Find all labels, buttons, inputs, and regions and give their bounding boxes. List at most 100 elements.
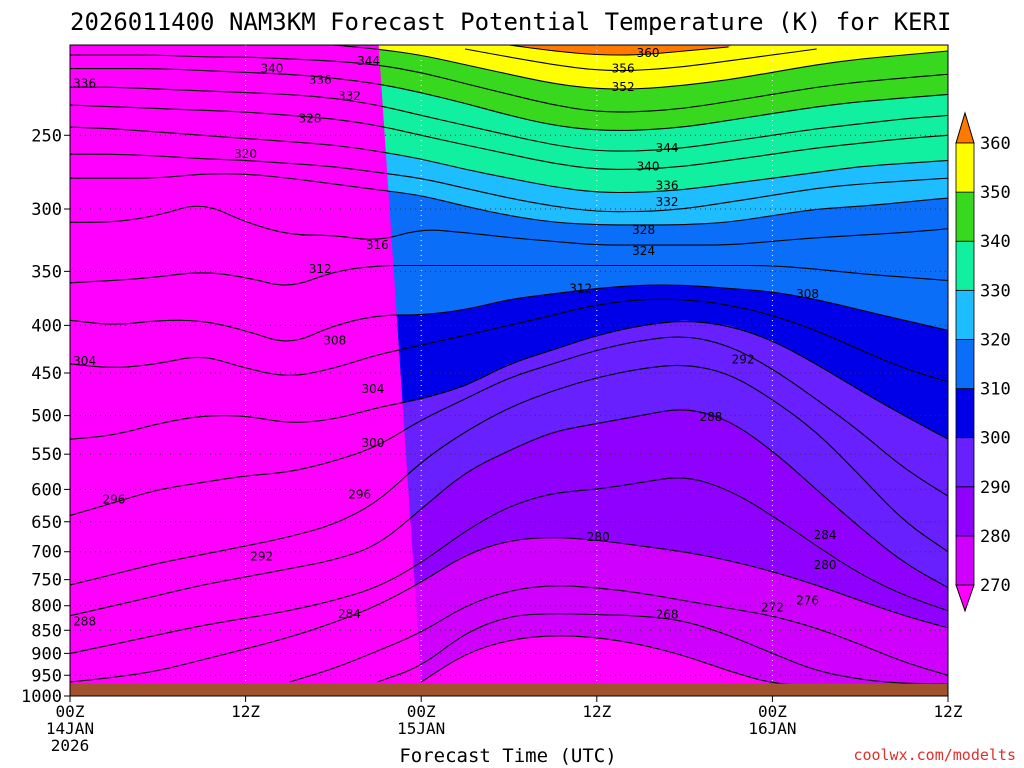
y-tick-label: 550: [31, 445, 62, 465]
isentrope-308: [70, 284, 948, 342]
isentrope-324: [70, 153, 948, 213]
isentrope-272: [377, 613, 948, 685]
isentrope-288: [70, 409, 948, 617]
colorbar-over-arrow: [955, 111, 975, 144]
contour-label: 352: [612, 80, 635, 94]
chart-title: 2026011400 NAM3KM Forecast Potential Tem…: [70, 8, 951, 36]
contour-label: 356: [612, 62, 635, 76]
pressure-axis: 250 300 350 400 450 500 550 600 650 700 750 800 850 9…: [21, 126, 70, 707]
isentrope-296: [70, 336, 948, 517]
colorbar-swatch: [955, 142, 975, 193]
contour-label: 292: [250, 549, 273, 563]
colorbar-label: 300: [980, 429, 1011, 449]
contour-label: 328: [632, 223, 655, 237]
contour-label: 344: [656, 141, 679, 155]
x-tick-label: 12Z: [582, 702, 611, 721]
contour-label: 312: [309, 262, 332, 276]
y-tick-label: 750: [31, 571, 62, 591]
contour-label: 272: [761, 600, 784, 614]
y-tick-label: 950: [31, 666, 62, 686]
theta-fill-layer: [70, 45, 948, 696]
contour-label: 296: [348, 488, 371, 502]
colorbar-swatch: [955, 240, 975, 291]
contour-label: 304: [73, 354, 96, 368]
contour-label: 304: [361, 382, 384, 396]
y-tick-label: 850: [31, 621, 62, 641]
colorbar-swatch: [955, 339, 975, 389]
x-tick-label: 00Z: [758, 702, 787, 721]
y-tick-label: 250: [31, 126, 62, 146]
contour-label: 316: [366, 238, 389, 252]
contour-label: 292: [732, 352, 755, 366]
isentrope-276: [289, 585, 948, 683]
isentrope-300: [70, 321, 948, 440]
grid-layer: [70, 45, 948, 696]
x-tick-label: 12Z: [231, 702, 260, 721]
colorbar-under-arrow: [955, 584, 975, 613]
contour-label: 320: [234, 147, 257, 161]
y-tick-label: 900: [31, 644, 62, 664]
colorbar-label: 270: [980, 576, 1011, 596]
x-axis-label: Forecast Time (UTC): [399, 745, 616, 767]
colorbar-swatch: [955, 191, 975, 242]
contour-label: 300: [361, 436, 384, 450]
contour-label: 308: [796, 287, 819, 301]
colorbar-label: 320: [980, 330, 1011, 350]
credit-text: coolwx.com/modelts: [853, 746, 1016, 764]
y-tick-label: 300: [31, 200, 62, 220]
colorbar-label: 280: [980, 527, 1011, 547]
colorbar-label: 290: [980, 478, 1011, 498]
contour-label: 332: [656, 195, 679, 209]
contour-label: 268: [656, 608, 679, 622]
x-tick-label: 2026: [51, 736, 90, 755]
contour-label: 288: [73, 615, 96, 629]
contour-label: 336: [73, 77, 96, 91]
contour-label: 336: [309, 73, 332, 87]
colorbar-swatch: [955, 437, 975, 488]
contour-label: 332: [338, 89, 361, 103]
y-tick-label: 450: [31, 364, 62, 384]
colorbar-label: 310: [980, 380, 1011, 400]
colorbar-swatch: [955, 535, 975, 586]
isentrope-304: [70, 298, 948, 383]
isentrope-316: [70, 205, 948, 246]
ground-surface: [70, 683, 948, 696]
y-tick-label: 800: [31, 597, 62, 617]
contour-label: 336: [656, 178, 679, 192]
x-tick-label: 12Z: [934, 702, 963, 721]
contour-label: 284: [338, 607, 361, 621]
isentrope-312: [70, 264, 948, 286]
contour-label: 340: [637, 159, 660, 173]
y-tick-label: 650: [31, 513, 62, 533]
y-tick-label: 700: [31, 543, 62, 563]
isentrope-292: [70, 364, 948, 586]
contour-label: 324: [632, 244, 655, 258]
isentrope-332: [70, 104, 948, 170]
isentrope-336: [70, 86, 948, 152]
y-tick-label: 600: [31, 480, 62, 500]
contour-label: 280: [587, 530, 610, 544]
x-tick-label: 16JAN: [748, 719, 796, 738]
isentrope-280: [70, 537, 948, 683]
theta-band: [70, 45, 948, 696]
isentrope-348: [333, 45, 948, 90]
y-tick-label: 350: [31, 262, 62, 282]
y-tick-label: 1000: [21, 687, 62, 707]
colorbar-label: 360: [980, 134, 1011, 154]
colorbar-label: 350: [980, 183, 1011, 203]
x-tick-label: 14JAN: [46, 719, 94, 738]
colorbar-label: 330: [980, 281, 1011, 301]
plot-frame: [69, 44, 949, 697]
contour-label: 296: [102, 492, 125, 506]
isentrope-328: [70, 126, 948, 194]
colorbar-label: 340: [980, 232, 1011, 252]
x-tick-label: 15JAN: [397, 719, 445, 738]
contour-label: 360: [637, 46, 660, 60]
x-tick-label: 00Z: [56, 702, 85, 721]
isentrope-356: [508, 45, 729, 56]
colorbar-swatch: [955, 486, 975, 537]
contour-label: 328: [299, 112, 322, 126]
contour-label: 312: [569, 281, 592, 295]
